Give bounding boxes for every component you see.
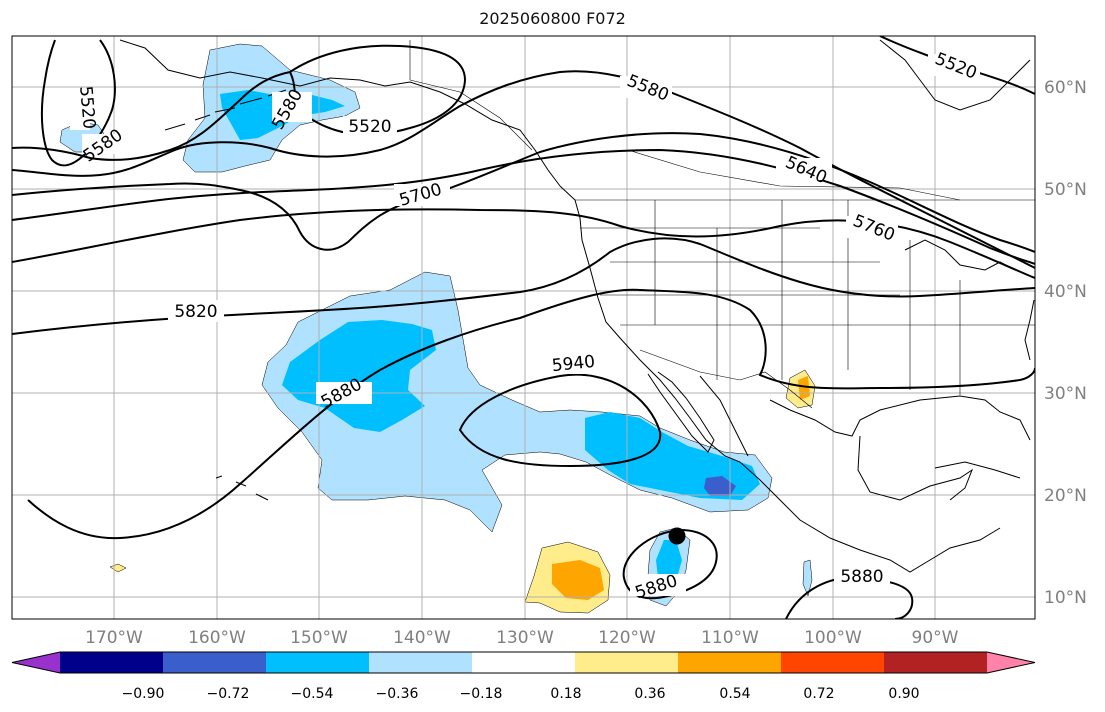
colorbar-cell: [575, 652, 679, 673]
colorbar-tick-label: 0.72: [803, 686, 834, 702]
lat-label: 30°N: [1044, 384, 1087, 404]
contour-5940: [458, 373, 662, 468]
colorbar-cell: [781, 652, 885, 673]
shade-texas-orange: [798, 376, 810, 400]
lon-label: 100°W: [804, 628, 862, 648]
lon-label: 160°W: [188, 628, 246, 648]
storm-center-marker: [668, 527, 686, 545]
colorbar-extend-max: [987, 652, 1035, 673]
contour-label-backs: [70, 54, 980, 596]
contour-5880-epac: [622, 528, 718, 600]
lon-label: 130°W: [496, 628, 554, 648]
lat-label: 60°N: [1044, 78, 1087, 98]
contour-5880-main: [27, 288, 1035, 540]
lon-axis-labels: 170°W 160°W 150°W 140°W 130°W 120°W 110°…: [85, 628, 959, 648]
lon-label: 110°W: [701, 628, 759, 648]
hudson-bay: [879, 39, 1031, 111]
aleutian-islands: [164, 89, 287, 131]
colorbar-cell: [472, 652, 576, 673]
baja-coast: [647, 371, 715, 453]
colorbar-tick-labels: −0.90 −0.72 −0.54 −0.36 −0.18 0.18 0.36 …: [122, 686, 920, 702]
na-east-coast: [1024, 299, 1035, 361]
lon-label: 90°W: [912, 628, 959, 648]
contour-label-5820: 5820: [174, 302, 217, 322]
contour-5700: [12, 148, 1035, 265]
contours: [12, 36, 1035, 619]
contour-5520-west: [40, 39, 116, 167]
na-west-coast: [559, 185, 1001, 573]
colorbar-extend-min: [12, 652, 60, 673]
contour-label-5940: 5940: [551, 352, 596, 376]
lat-label: 10°N: [1044, 588, 1087, 608]
colorbar-cell: [678, 652, 782, 673]
colorbar-tick-label: 0.90: [888, 686, 919, 702]
colorbar-cell: [60, 652, 164, 673]
colorbar-tick-label: −0.18: [460, 686, 503, 702]
lat-axis-labels: 60°N 50°N 40°N 30°N 20°N 10°N: [1044, 78, 1087, 608]
contour-label-5880-central-am: 5880: [840, 567, 883, 587]
colorbar-tick-label: 0.54: [719, 686, 750, 702]
shade-central-am-blue: [802, 559, 813, 597]
map-background: [12, 36, 1035, 619]
lon-label: 170°W: [85, 628, 143, 648]
lat-label: 40°N: [1044, 282, 1087, 302]
contour-label-5520-west: 5520: [75, 85, 99, 130]
colorbar-cell: [884, 652, 988, 673]
colorbar-cell: [163, 652, 267, 673]
mexico-mainland: [699, 375, 749, 457]
colorbar-tick-label: −0.90: [122, 686, 165, 702]
colorbar-cell: [369, 652, 473, 673]
colorbar-tick-label: 0.36: [634, 686, 665, 702]
colorbar-tick-label: −0.36: [376, 686, 419, 702]
contour-5580-upper: [12, 70, 1035, 269]
map-frame: [11, 35, 1036, 620]
contour-5580-west: [12, 71, 291, 161]
colorbar-tick-label: −0.54: [291, 686, 334, 702]
shade-mexico-dark: [704, 476, 736, 496]
contour-5760: [12, 208, 1035, 279]
alaska-coast: [119, 39, 561, 187]
contour-label-5520-alaska: 5520: [348, 117, 391, 137]
coastlines: [119, 39, 1035, 573]
gridlines: [12, 36, 1035, 619]
map-title: 2025060800 F072: [479, 9, 626, 28]
lon-label: 120°W: [598, 628, 656, 648]
borders: [409, 40, 1035, 409]
cuba-outline: [934, 461, 1021, 479]
colorbar-tick-label: −0.72: [207, 686, 250, 702]
yucatan-coast: [857, 435, 974, 501]
lon-label: 140°W: [393, 628, 451, 648]
colorbar: [11, 651, 1036, 674]
colorbar-outline: [11, 651, 1036, 674]
colorbar-tick-label: 0.18: [550, 686, 581, 702]
lon-label: 150°W: [290, 628, 348, 648]
contour-5640: [12, 132, 1035, 253]
gulf-coast: [769, 395, 1031, 441]
colorbar-cell: [266, 652, 370, 673]
lat-label: 20°N: [1044, 486, 1087, 506]
lat-label: 50°N: [1044, 180, 1087, 200]
shade-pos-orange: [552, 560, 604, 600]
